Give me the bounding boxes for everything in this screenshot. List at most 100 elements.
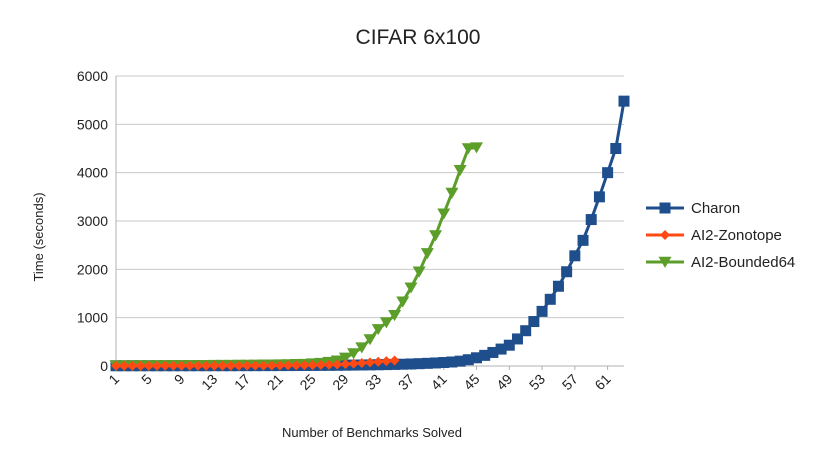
y-tick-label: 4000 (77, 165, 108, 181)
data-point-charon (413, 358, 425, 370)
data-point-charon (528, 316, 540, 328)
data-point-ai2-zonotope (184, 360, 195, 371)
y-axis-label: Time (seconds) (31, 192, 46, 281)
legend: Charon AI2-Zonotope AI2-Bounded64 (646, 200, 795, 271)
data-point-ai2-zonotope (209, 360, 220, 371)
chart-title: CIFAR 6x100 (356, 26, 481, 49)
y-tick-label: 2000 (77, 261, 108, 277)
series-line-ai2-bounded64 (116, 146, 477, 367)
x-tick-label: 37 (395, 371, 417, 393)
legend-marker (660, 230, 670, 240)
data-point-ai2-zonotope (365, 357, 375, 368)
x-tick-label: 29 (329, 371, 351, 393)
data-point-ai2-bounded64 (437, 208, 451, 220)
data-point-ai2-bounded64 (379, 317, 393, 329)
data-point-ai2-bounded64 (388, 310, 402, 322)
data-point-ai2-bounded64 (355, 342, 369, 354)
data-point-ai2-zonotope (315, 359, 326, 370)
data-point-charon (544, 293, 556, 305)
data-point-ai2-zonotope (176, 360, 187, 371)
data-point-charon (421, 357, 433, 369)
data-point-charon (561, 266, 573, 278)
legend-label: AI2-Bounded64 (691, 254, 795, 271)
data-point-ai2-bounded64 (363, 334, 377, 346)
x-tick-label: 5 (138, 371, 155, 388)
data-point-ai2-zonotope (135, 360, 146, 371)
data-point-ai2-bounded64 (453, 165, 467, 177)
data-point-ai2-zonotope (381, 356, 392, 367)
data-point-ai2-bounded64 (338, 352, 352, 364)
data-point-ai2-zonotope (111, 360, 121, 371)
data-point-ai2-zonotope (119, 360, 130, 371)
data-point-charon (479, 349, 491, 361)
x-tick-label: 1 (105, 371, 122, 388)
x-tick-label: 57 (559, 371, 581, 393)
data-point-ai2-zonotope (324, 359, 335, 370)
data-point-ai2-zonotope (160, 360, 171, 371)
data-point-ai2-zonotope (291, 360, 302, 371)
data-point-ai2-bounded64 (404, 282, 418, 294)
series-group (109, 95, 630, 372)
x-tick-label: 41 (428, 371, 450, 393)
data-point-charon (520, 325, 532, 337)
series-ai2-bounded64 (109, 142, 484, 372)
data-point-ai2-zonotope (151, 360, 162, 371)
data-point-ai2-bounded64 (470, 142, 484, 154)
data-point-charon (430, 357, 442, 369)
data-point-charon (471, 352, 483, 364)
data-point-charon (405, 358, 417, 370)
data-point-ai2-bounded64 (347, 348, 361, 360)
data-point-charon (454, 355, 466, 367)
data-point-charon (552, 280, 564, 292)
data-point-ai2-bounded64 (461, 143, 475, 155)
data-point-ai2-zonotope (389, 355, 400, 366)
data-point-ai2-bounded64 (412, 266, 426, 278)
data-point-charon (585, 214, 597, 226)
data-point-ai2-zonotope (299, 360, 310, 371)
y-tick-label: 6000 (77, 68, 108, 84)
data-point-ai2-zonotope (332, 359, 343, 370)
data-point-charon (503, 339, 515, 351)
data-point-charon (438, 357, 450, 369)
data-point-ai2-zonotope (233, 360, 244, 371)
data-point-ai2-bounded64 (445, 187, 459, 199)
data-point-ai2-bounded64 (429, 230, 443, 242)
x-axis-label: Number of Benchmarks Solved (282, 425, 462, 440)
legend-item-ai2-zonotope: AI2-Zonotope (646, 227, 782, 244)
data-point-ai2-zonotope (225, 360, 236, 371)
data-point-charon (602, 167, 614, 179)
legend-label: Charon (691, 200, 740, 217)
data-point-ai2-zonotope (356, 358, 367, 369)
data-point-ai2-zonotope (258, 360, 269, 371)
y-tick-label: 0 (100, 358, 108, 374)
data-point-charon (487, 346, 499, 358)
x-tick-label: 33 (362, 371, 384, 393)
data-point-charon (618, 95, 630, 107)
data-point-charon (610, 143, 622, 154)
series-charon (110, 95, 630, 372)
legend-label: AI2-Zonotope (691, 227, 782, 244)
data-point-charon (397, 358, 409, 370)
x-tick-label: 21 (264, 371, 286, 393)
legend-marker (659, 202, 671, 214)
legend-marker (658, 256, 672, 268)
data-point-ai2-zonotope (307, 360, 318, 371)
series-ai2-zonotope (111, 355, 400, 371)
data-point-ai2-bounded64 (396, 296, 410, 308)
data-point-ai2-zonotope (274, 360, 285, 371)
data-point-ai2-zonotope (283, 360, 294, 371)
y-tick-label: 1000 (77, 310, 108, 326)
data-point-charon (569, 250, 581, 262)
legend-item-charon: Charon (646, 200, 740, 217)
data-point-ai2-zonotope (201, 360, 212, 371)
y-tick-labels: 0 1000 2000 3000 4000 5000 6000 (77, 68, 108, 374)
data-point-ai2-zonotope (217, 360, 228, 371)
data-point-charon (593, 191, 605, 203)
x-tick-label: 49 (493, 371, 515, 393)
data-point-charon (577, 234, 589, 246)
x-tick-label: 61 (591, 371, 613, 393)
y-tick-label: 5000 (77, 116, 108, 132)
data-point-ai2-zonotope (192, 360, 203, 371)
data-point-ai2-zonotope (242, 360, 253, 371)
